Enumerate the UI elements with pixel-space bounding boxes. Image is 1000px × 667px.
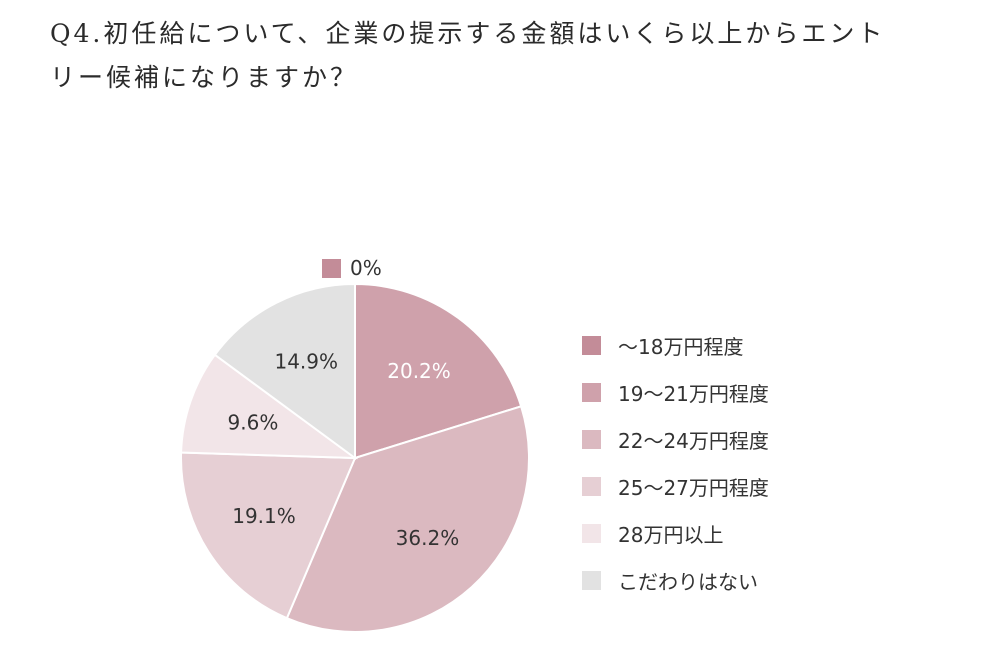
legend-label: ～18万円程度 [618,335,744,359]
legend-swatch [582,336,601,355]
legend-swatch [582,383,601,402]
legend-item: 28万円以上 [582,510,769,557]
zero-percent-text: 0% [350,256,382,280]
slice-value-label: 36.2% [396,526,460,550]
chart-legend: ～18万円程度 19～21万円程度 22～24万円程度 25～27万円程度 28… [582,322,769,604]
legend-item: 22～24万円程度 [582,416,769,463]
pie-slice [285,405,530,633]
question-title-line-1: Q4.初任給について、企業の提示する金額はいくら以上からエント [50,19,886,48]
legend-item: ～18万円程度 [582,322,769,369]
legend-item: 19～21万円程度 [582,369,769,416]
slice-value-label: 14.9% [274,350,338,374]
legend-label: 28万円以上 [618,523,724,547]
legend-swatch [582,477,601,496]
question-title-line-2: リー候補になりますか？ [50,63,359,92]
legend-swatch [582,571,601,590]
pie-slice [354,282,523,460]
legend-label: 25～27万円程度 [618,476,769,500]
legend-swatch [582,524,601,543]
pie-slice [180,353,359,460]
pie-slice [213,282,356,460]
legend-label: 19～21万円程度 [618,382,769,406]
zero-percent-swatch [322,258,341,278]
legend-swatch [582,430,601,449]
pie-slice [180,451,357,620]
slice-value-label: 19.1% [232,504,296,528]
slice-value-label: 9.6% [228,411,279,435]
legend-item: 25～27万円程度 [582,463,769,510]
legend-label: 22～24万円程度 [618,429,769,453]
zero-percent-callout: 0% [322,256,382,280]
slice-value-label: 20.2% [387,359,451,383]
legend-label: こだわりはない [618,570,758,594]
question-title: Q4.初任給について、企業の提示する金額はいくら以上からエント リー候補になりま… [50,12,950,100]
legend-item: こだわりはない [582,557,769,604]
